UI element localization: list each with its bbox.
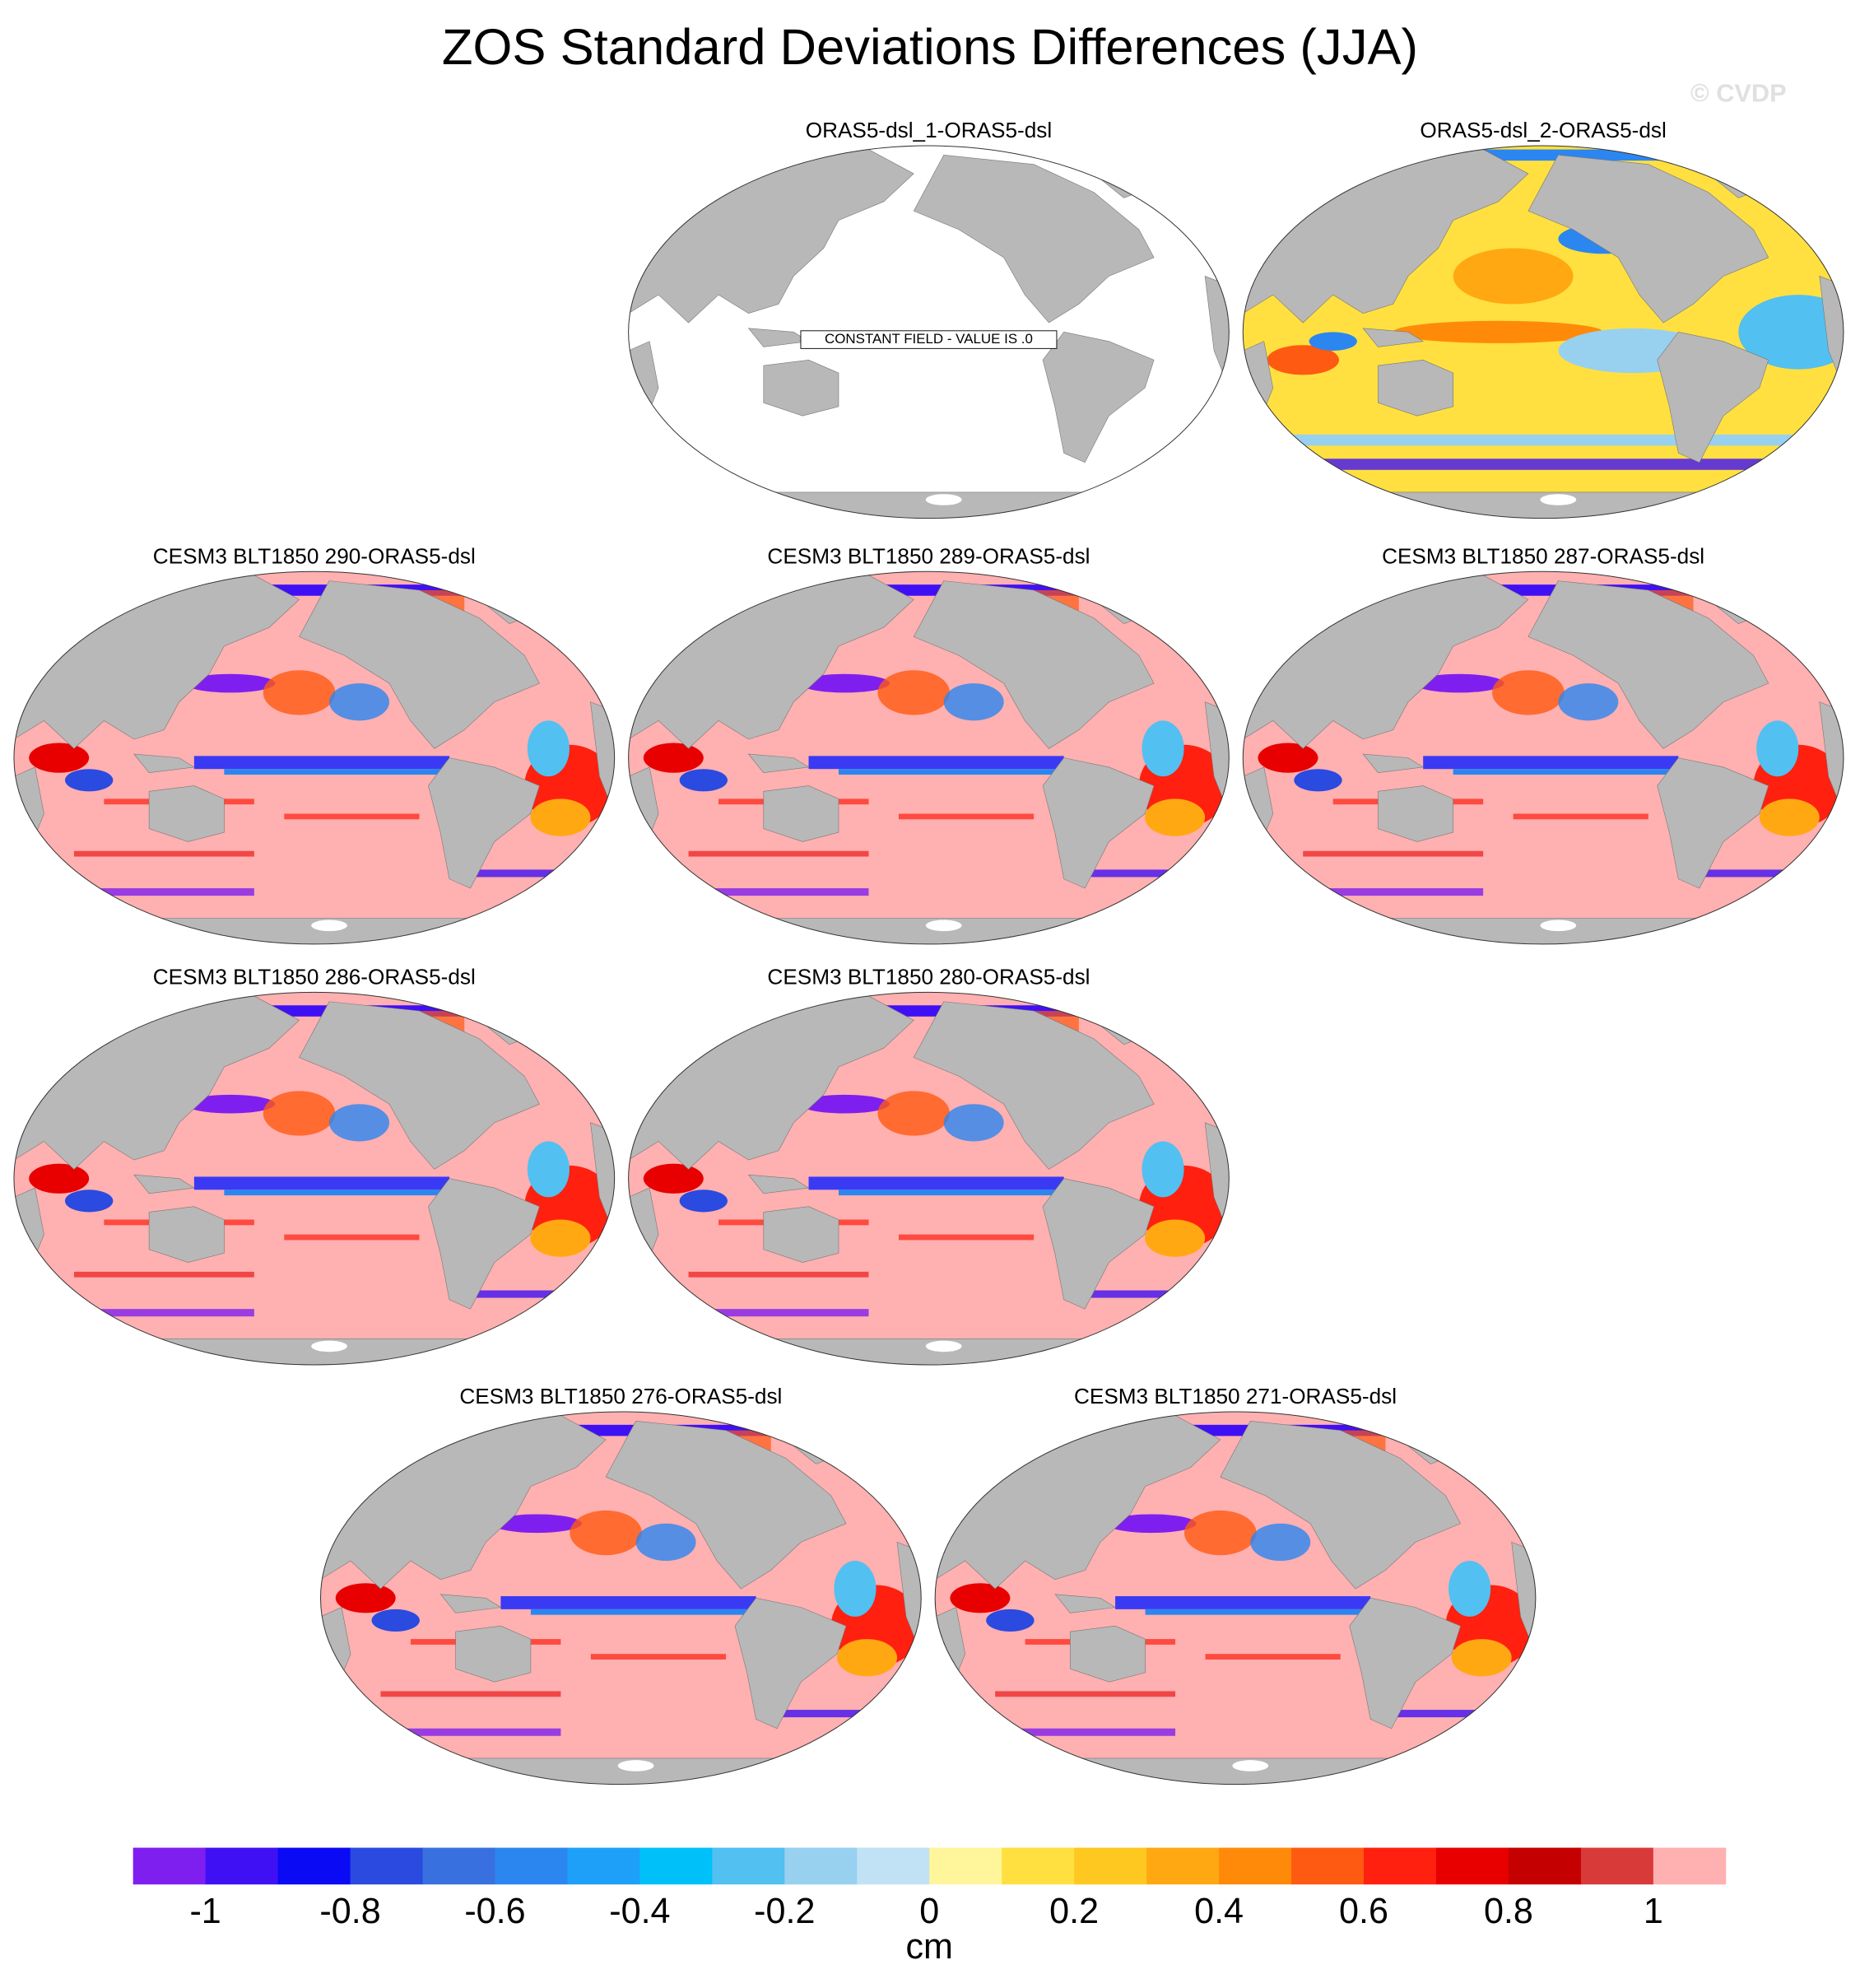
map-outline xyxy=(629,571,1230,944)
panel-title: CESM3 BLT1850 276-ORAS5-dsl xyxy=(459,1384,782,1408)
colorbar-box xyxy=(1074,1847,1147,1885)
panel-title: CESM3 BLT1850 290-ORAS5-dsl xyxy=(153,543,476,568)
colorbar-box xyxy=(350,1847,423,1885)
colorbar-tick-label: 0.6 xyxy=(1339,1892,1388,1931)
colorbar-box xyxy=(1363,1847,1437,1885)
colorbar-tick-label: 0.2 xyxy=(1049,1892,1099,1931)
colorbar-tick-label: 0.8 xyxy=(1484,1892,1533,1931)
panel-title: CESM3 BLT1850 289-ORAS5-dsl xyxy=(767,543,1090,568)
colorbar-box xyxy=(567,1847,640,1885)
map-clip xyxy=(13,571,615,944)
panel-title: CESM3 BLT1850 286-ORAS5-dsl xyxy=(153,964,476,989)
colorbar-tick-label: 1 xyxy=(1644,1892,1663,1931)
colorbar-tick-label: -0.2 xyxy=(754,1892,815,1931)
colorbar-box xyxy=(1508,1847,1582,1885)
watermark: © CVDP xyxy=(1690,79,1787,108)
map-clip xyxy=(629,571,1230,944)
colorbar-box xyxy=(639,1847,713,1885)
map xyxy=(321,1412,922,1785)
colorbar-box xyxy=(133,1847,207,1885)
map-clip xyxy=(1243,146,1844,519)
map xyxy=(935,1412,1536,1785)
map-clip xyxy=(13,992,615,1366)
map-outline xyxy=(1243,571,1844,944)
map-clip xyxy=(1243,571,1844,944)
panels: ORAS5-dsl_1-ORAS5-dsl CONSTANT FIELD - VA… xyxy=(14,118,1858,1785)
colorbar-box xyxy=(1219,1847,1292,1885)
colorbar-box xyxy=(1580,1847,1654,1885)
map-outline xyxy=(935,1412,1536,1785)
colorbar-tick-label: -0.8 xyxy=(319,1892,380,1931)
map xyxy=(1243,571,1844,944)
map xyxy=(629,146,1230,519)
map-clip xyxy=(935,1412,1536,1785)
colorbar-box xyxy=(495,1847,568,1885)
panel-title: ORAS5-dsl_1-ORAS5-dsl xyxy=(806,118,1052,142)
map xyxy=(1243,146,1858,519)
panel-title: CESM3 BLT1850 271-ORAS5-dsl xyxy=(1074,1384,1397,1408)
map-outline xyxy=(14,571,615,944)
colorbar-box xyxy=(1435,1847,1509,1885)
note: CONSTANT FIELD - VALUE IS .0 xyxy=(825,331,1033,347)
panel-title: CESM3 BLT1850 280-ORAS5-dsl xyxy=(767,964,1090,989)
figure-title: ZOS Standard Deviations Differences (JJA… xyxy=(442,19,1418,76)
map xyxy=(14,992,615,1365)
panel-title: CESM3 BLT1850 287-ORAS5-dsl xyxy=(1382,543,1704,568)
colorbar: -1 -0.8 -0.6 -0.4 -0.2 0 0.2 0.4 0.6 0.8 1 cm xyxy=(133,1847,1727,1967)
colorbar-box xyxy=(1146,1847,1220,1885)
colorbar-box xyxy=(712,1847,785,1885)
note-box xyxy=(800,330,1058,349)
colorbar-tick-label: -1 xyxy=(189,1892,221,1931)
colorbar-box xyxy=(1291,1847,1365,1885)
map-clip xyxy=(629,992,1230,1366)
map-outline xyxy=(629,146,1230,519)
colorbar-tick-label: 0 xyxy=(919,1892,939,1931)
colorbar-box xyxy=(857,1847,930,1885)
map-outline xyxy=(321,1412,922,1785)
colorbar-tick-label: 0.4 xyxy=(1194,1892,1244,1931)
colorbar-label: cm xyxy=(906,1927,953,1967)
map-outline xyxy=(1243,146,1844,519)
colorbar-box xyxy=(277,1847,351,1885)
map xyxy=(629,571,1230,944)
map-clip xyxy=(321,1412,922,1785)
colorbar-box xyxy=(929,1847,1002,1885)
colorbar-box xyxy=(205,1847,279,1885)
colorbar-box xyxy=(422,1847,495,1885)
map xyxy=(629,992,1230,1365)
colorbar-box xyxy=(784,1847,858,1885)
colorbar-tick-label: -0.6 xyxy=(464,1892,525,1931)
map xyxy=(14,571,615,944)
panel-title: ORAS5-dsl_2-ORAS5-dsl xyxy=(1420,118,1666,142)
colorbar-box xyxy=(1002,1847,1075,1885)
colorbar-tick-label: -0.4 xyxy=(609,1892,670,1931)
colorbar-box xyxy=(1653,1847,1727,1885)
